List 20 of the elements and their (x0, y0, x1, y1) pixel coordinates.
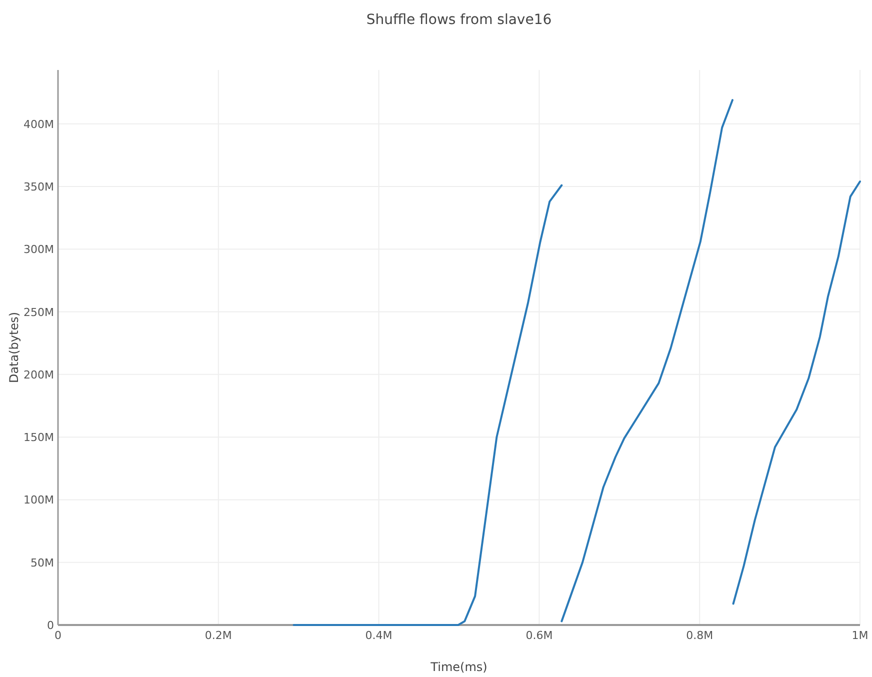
x-tick-label: 1M (852, 629, 868, 642)
line-series (732, 180, 861, 605)
x-axis-title: Time(ms) (430, 660, 488, 674)
y-tick-label: 350M (24, 180, 54, 194)
y-tick-label: 50M (30, 556, 54, 570)
x-tick-label: 0.2M (204, 629, 232, 642)
y-tick-label: 100M (24, 494, 54, 507)
x-tick-label: 0.6M (526, 629, 553, 642)
x-tick-label: 0.4M (365, 629, 392, 642)
y-tick-label: 200M (24, 368, 54, 382)
y-tick-label: 0 (47, 619, 54, 632)
line-series (560, 99, 734, 622)
y-tick-label: 250M (24, 306, 54, 319)
y-tick-label: 300M (24, 243, 54, 256)
line-series (292, 184, 563, 626)
y-axis-title: Data(bytes) (7, 312, 21, 384)
y-tick-label: 150M (24, 431, 54, 444)
chart-title: Shuffle flows from slave16 (366, 12, 552, 28)
x-tick-label: 0.8M (686, 629, 714, 642)
y-tick-label: 400M (24, 118, 54, 131)
